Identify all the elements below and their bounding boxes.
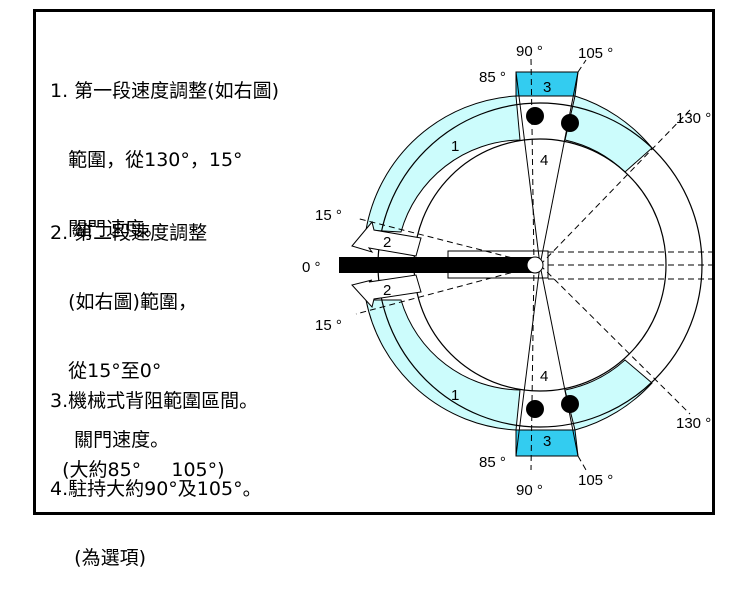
- dash-15-lower: [355, 264, 541, 315]
- zone-1-upper-band-right: [564, 95, 653, 173]
- zone-2-upper-arrow: [351, 220, 422, 257]
- note-1: 1. 第一段速度調整(如右圖) 範圍，從130°，15° 關門速度。: [50, 34, 279, 287]
- note-2-line-4: 關門速度。: [50, 429, 170, 451]
- note-3-line-1: 3.機械式背阻範圍區間。: [50, 390, 259, 412]
- note-2: 2. 第二段速度調整 (如右圖)範圍， 從15°至0° 關門速度。: [50, 176, 207, 498]
- dashed-reference-lines: [355, 57, 712, 471]
- label-top-85: 85 °: [479, 69, 506, 86]
- note-1-line-1: 1. 第一段速度調整(如右圖): [50, 80, 279, 102]
- zone-1-lower-band: [365, 299, 521, 431]
- zone-2-lower-arrow: [351, 274, 422, 309]
- line-85-lower: [515, 264, 541, 457]
- dash-130-lower: [539, 264, 691, 415]
- dash-105-lower-ext: [577, 455, 587, 471]
- zone-label-upper-2: 2: [383, 234, 391, 251]
- door-arm: [339, 257, 537, 273]
- door-angle-diagram: 90 ° 105 ° 85 ° 130 ° 15 ° 0 ° 15 ° 130 …: [302, 43, 712, 499]
- zone-label-upper-4: 4: [540, 152, 548, 169]
- label-upper-15: 15 °: [315, 207, 342, 224]
- dash-90-lower: [530, 264, 535, 471]
- note-2-line-1: 2. 第二段速度調整: [50, 222, 208, 244]
- hold-dot-105-lower: [561, 395, 579, 413]
- note-4-line-1: 4.駐持大約90°及105°。: [50, 478, 262, 500]
- line-105-upper: [539, 71, 579, 266]
- note-4-line-2: (為選項): [50, 547, 146, 569]
- label-bottom-85: 85 °: [479, 454, 506, 471]
- line-85-upper: [515, 71, 541, 266]
- zone-label-upper-1: 1: [451, 138, 459, 155]
- zone-label-lower-3: 3: [543, 433, 551, 450]
- zone-label-upper-3: 3: [543, 79, 551, 96]
- label-top-105: 105 °: [578, 45, 613, 62]
- note-2-line-2: (如右圖)範圍，: [50, 291, 197, 313]
- label-lower-15: 15 °: [315, 317, 342, 334]
- label-bottom-90: 90 °: [516, 482, 543, 499]
- note-1-line-2: 範圍，從130°，15°: [50, 149, 243, 171]
- line-105-lower: [539, 264, 579, 457]
- zone-1-upper-band: [365, 95, 521, 233]
- hold-dot-105-upper: [561, 114, 579, 132]
- dash-90-upper: [530, 57, 535, 266]
- hold-dot-90-lower: [526, 400, 544, 418]
- zone-label-lower-1: 1: [451, 387, 459, 404]
- zone-label-lower-4: 4: [540, 368, 548, 385]
- zone-label-lower-2: 2: [383, 282, 391, 299]
- note-3-line-2: (大約85° 105°): [50, 459, 225, 481]
- label-lower-130: 130 °: [676, 415, 711, 432]
- note-3: 3.機械式背阻範圍區間。 (大約85° 105°): [50, 344, 258, 528]
- dash-130-upper: [539, 109, 691, 266]
- label-bottom-105: 105 °: [578, 472, 613, 489]
- dash-105-upper-ext: [577, 59, 587, 73]
- note-2-line-3: 從15°至0°: [50, 360, 162, 382]
- label-zero: 0 °: [302, 259, 321, 276]
- zone-1-lower-band-right: [564, 359, 653, 431]
- note-1-line-3: 關門速度。: [50, 218, 164, 240]
- hold-dot-90-upper: [526, 107, 544, 125]
- arm-pivot: [526, 256, 544, 274]
- label-upper-130: 130 °: [676, 110, 711, 127]
- label-top-90: 90 °: [516, 43, 543, 60]
